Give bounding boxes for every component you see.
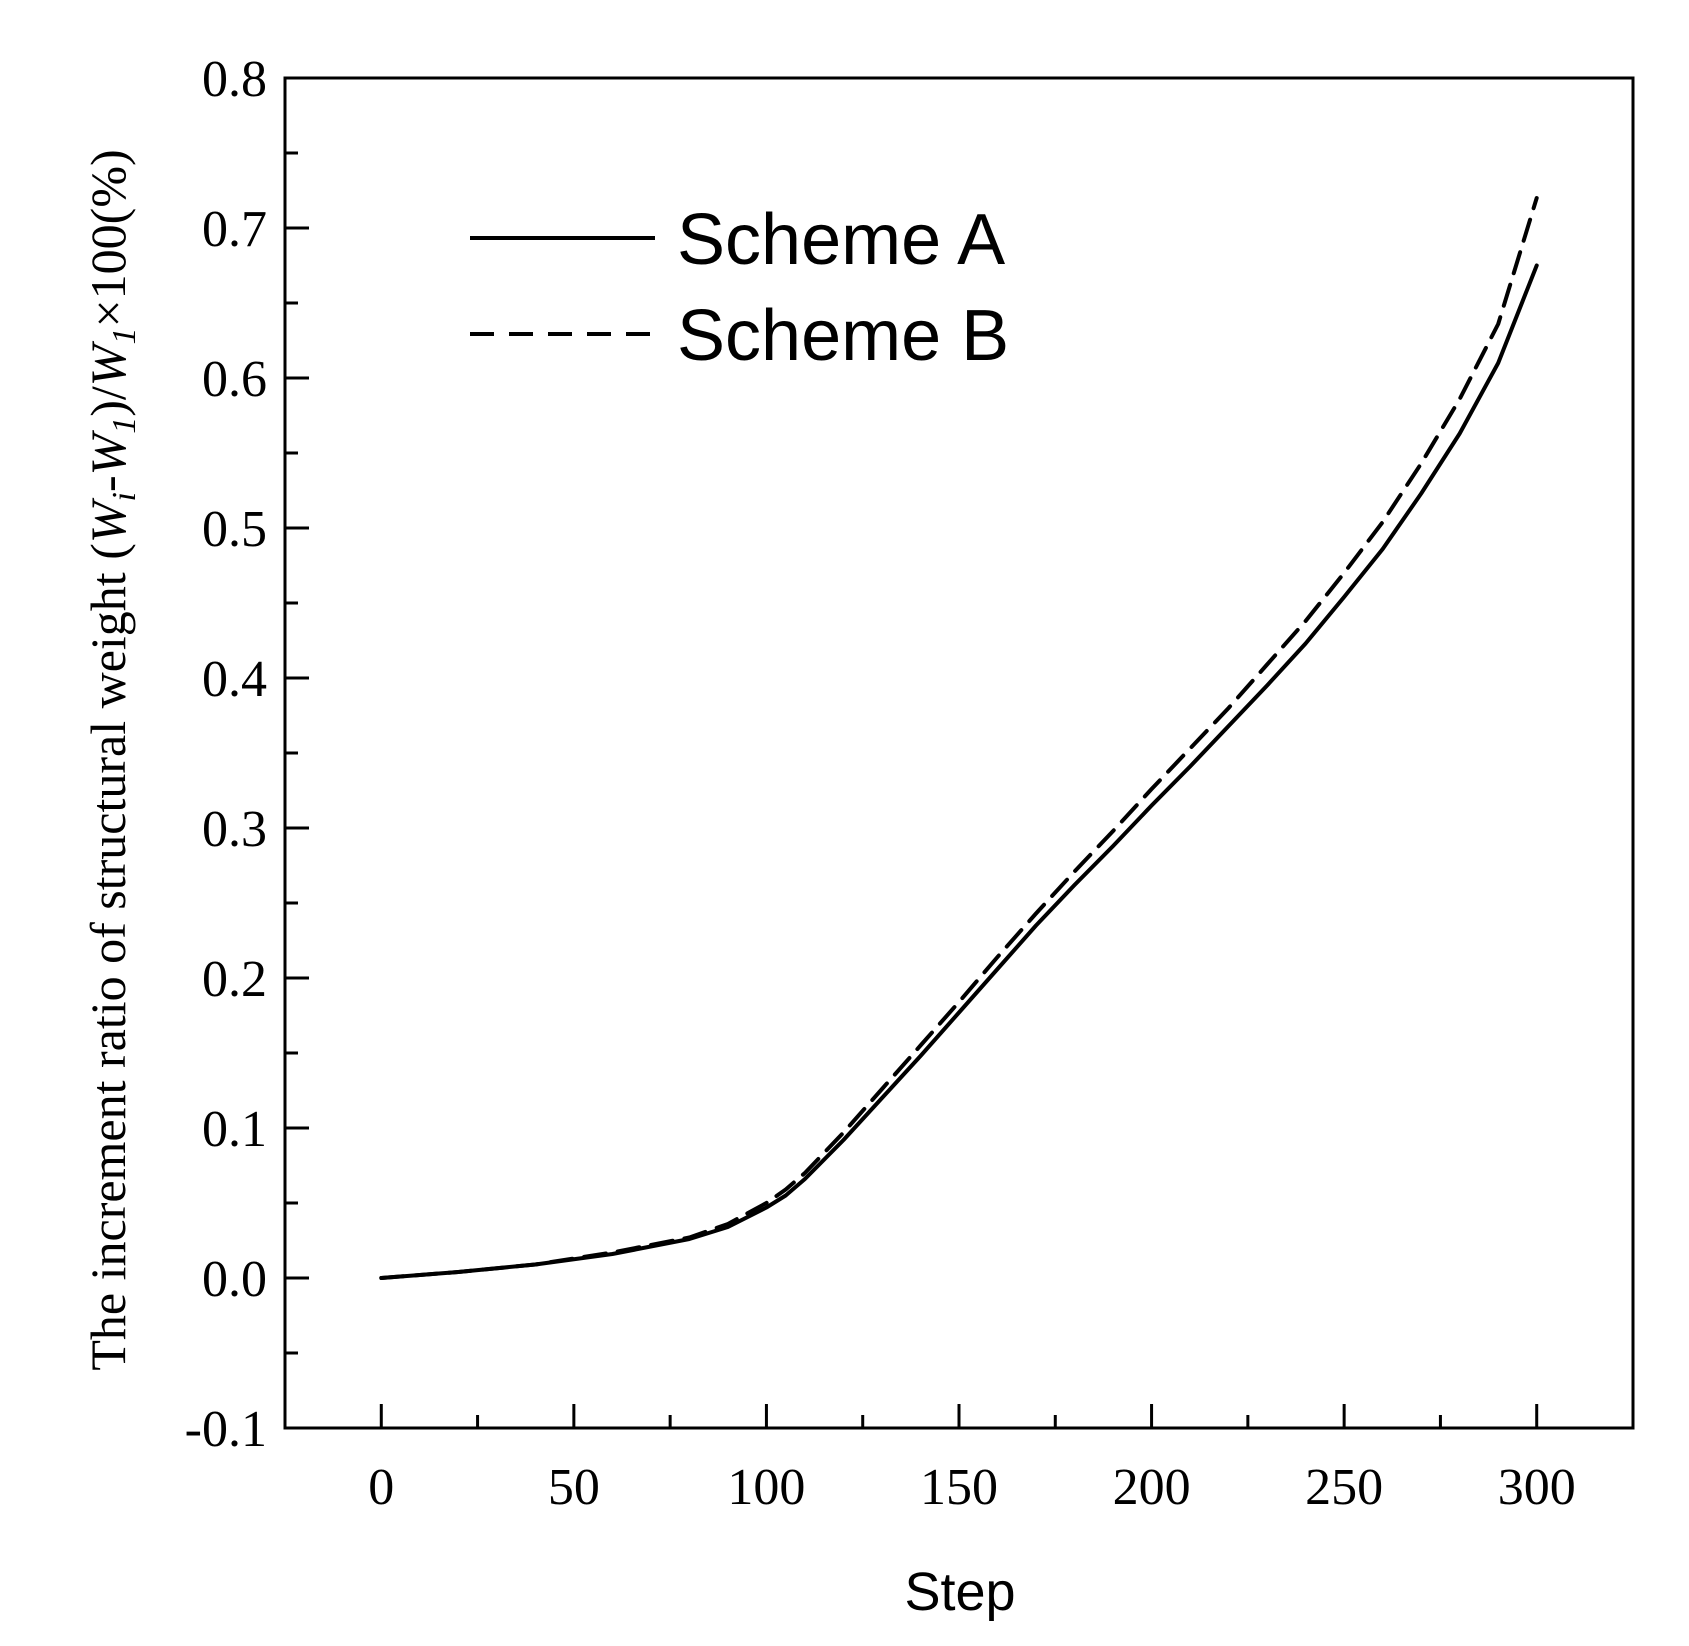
y-tick-label: 0.6 [202, 351, 267, 408]
y-tick-label: 0.7 [202, 201, 267, 258]
x-tick-label: 300 [1498, 1459, 1576, 1516]
y-title-sub-1: 1 [106, 417, 143, 434]
y-title-w-1: W [80, 429, 136, 475]
y-title-prefix: The increment ratio of structural weight… [80, 543, 136, 1370]
x-tick-label: 50 [548, 1459, 600, 1516]
y-tick-label: 0.8 [202, 51, 267, 108]
x-tick-label: 150 [920, 1459, 998, 1516]
tick-labels: 0 50 100 150 200 250 300 -0.1 0.0 0.1 0.2 0.3 0.4 0.5… [185, 51, 1576, 1516]
y-tick-label: -0.1 [185, 1401, 267, 1458]
x-tick-label: 250 [1305, 1459, 1383, 1516]
y-title-minus: - [80, 475, 136, 492]
y-tick-label: 0.1 [202, 1101, 267, 1158]
y-tick-label: 0.5 [202, 501, 267, 558]
x-axis-title: Step [904, 1562, 1015, 1622]
y-title-sub-1b: 1 [106, 328, 143, 345]
legend: Scheme A Scheme B [470, 200, 1009, 376]
legend-label-scheme-a: Scheme A [677, 200, 1005, 280]
plot-frame [283, 76, 1635, 1430]
y-title-w-i: W [80, 497, 136, 543]
y-title-w-1b: W [80, 340, 136, 386]
legend-label-scheme-b: Scheme B [677, 296, 1009, 376]
tick-marks [285, 76, 1539, 1430]
series-lines [379, 196, 1539, 1280]
y-tick-label: 0.3 [202, 801, 267, 858]
y-title-sub-i: i [106, 492, 143, 501]
y-axis-title: The increment ratio of structural weight… [80, 149, 143, 1370]
y-title-suffix: ×100(%) [80, 149, 136, 327]
y-tick-label: 0.4 [202, 651, 267, 708]
y-title-close-div: )/ [80, 386, 136, 417]
y-tick-label: 0.2 [202, 951, 267, 1008]
series-line-scheme-a [379, 263, 1539, 1280]
series-line-scheme-b [379, 196, 1539, 1280]
x-tick-label: 200 [1113, 1459, 1191, 1516]
x-tick-label: 100 [727, 1459, 805, 1516]
y-tick-label: 0.0 [202, 1251, 267, 1308]
x-tick-label: 0 [368, 1459, 394, 1516]
